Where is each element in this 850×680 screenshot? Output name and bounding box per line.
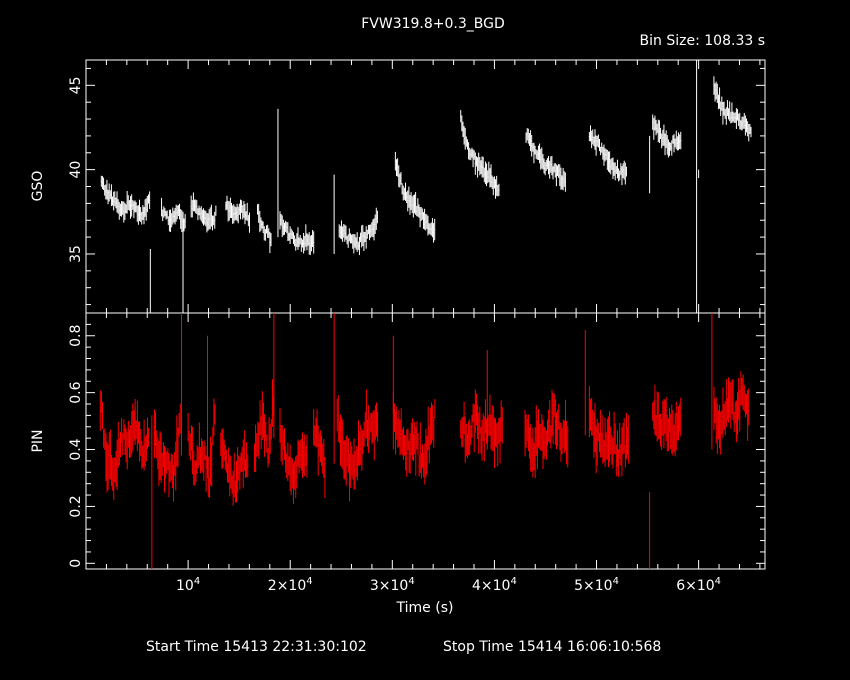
- pin-segment: [336, 389, 379, 502]
- gso-segment: [225, 195, 250, 233]
- y-tick-label: 0.6: [68, 381, 84, 403]
- x-tick-label: 104: [176, 576, 200, 594]
- pin-segment: [392, 392, 436, 485]
- bottom-panel: 0 0.2 0.4 0.6 0.8 PIN: [30, 312, 766, 570]
- gso-axis-label: GSO: [30, 171, 46, 202]
- pin-axis-label: PIN: [30, 429, 46, 452]
- pin-segment: [220, 428, 249, 506]
- start-time: Start Time 15413 22:31:30:102: [146, 639, 367, 655]
- x-tick-label: 2×104: [268, 576, 313, 594]
- gso-series: [100, 60, 752, 313]
- pin-segment: [524, 389, 569, 479]
- pin-segment: [99, 390, 150, 501]
- y-tick-label: 0: [68, 559, 84, 568]
- x-tick-label: 3×104: [370, 576, 415, 594]
- pin-series: [99, 313, 750, 569]
- pin-segment: [313, 409, 326, 499]
- top-panel-ticks: 35 40 45: [68, 60, 765, 313]
- y-tick-label: 35: [68, 245, 84, 263]
- y-tick-label: 0.4: [68, 438, 84, 460]
- stop-time: Stop Time 15414 16:06:10:568: [443, 639, 661, 655]
- pin-segment: [713, 371, 750, 455]
- x-axis-label: Time (s): [396, 600, 454, 616]
- chart-title: FVW319.8+0.3_BGD: [361, 16, 505, 32]
- pin-segment: [279, 408, 308, 504]
- x-tick-label: 6×104: [676, 576, 721, 594]
- gso-segment: [713, 76, 752, 142]
- bottom-panel-frame: [85, 312, 766, 570]
- gso-segment: [652, 114, 682, 158]
- gso-segment: [338, 207, 378, 256]
- gso-segment: [100, 175, 151, 225]
- bin-size-label: Bin Size: 108.33 s: [640, 33, 765, 49]
- y-tick-label: 0.8: [68, 325, 84, 347]
- gso-segment: [257, 203, 272, 254]
- gso-segment: [279, 211, 315, 255]
- gso-segment: [460, 110, 500, 199]
- bottom-panel-ticks: 0 0.2 0.4 0.6 0.8: [68, 312, 765, 569]
- y-tick-label: 45: [68, 76, 84, 94]
- x-tick-label: 5×104: [574, 576, 619, 594]
- top-panel-frame: [85, 59, 766, 314]
- pin-segment: [460, 389, 503, 469]
- x-tick-labels: 104 2×104 3×104 4×104 5×104 6×104: [176, 576, 721, 594]
- pin-segment: [187, 398, 216, 498]
- y-tick-label: 0.2: [68, 495, 84, 517]
- gso-segment: [525, 128, 566, 192]
- gso-segment: [394, 151, 436, 243]
- pin-segment: [153, 403, 181, 502]
- pin-segment: [588, 386, 630, 477]
- pin-segment: [652, 384, 682, 457]
- x-tick-label: 4×104: [472, 576, 517, 594]
- y-tick-label: 40: [68, 161, 84, 179]
- pin-segment: [253, 379, 275, 473]
- gso-segment: [190, 192, 217, 233]
- gso-segment: [588, 125, 627, 186]
- top-panel: 35 40 45 GSO: [30, 59, 766, 314]
- gso-segment: [161, 197, 186, 234]
